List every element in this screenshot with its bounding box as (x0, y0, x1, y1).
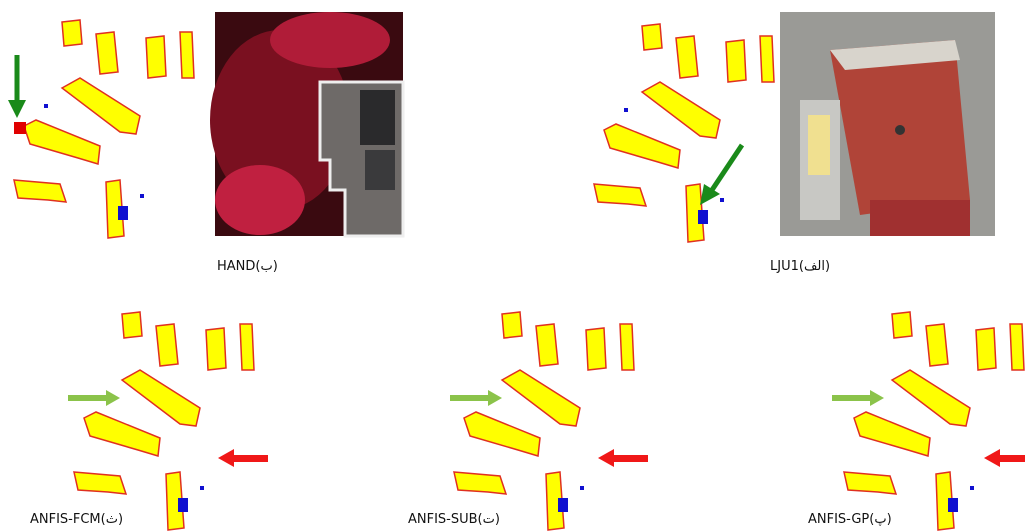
segmentation-map (74, 312, 254, 530)
segmentation-map (454, 312, 634, 530)
figure: HAND(ب) LJU1(الف) ANFIS-FCM(ث) ANFIS-SUB… (0, 0, 1025, 532)
arrow (700, 145, 742, 205)
arrow (8, 55, 26, 118)
segmentation-map (844, 312, 1024, 530)
figure-graphics (0, 0, 1025, 532)
caption: ANFIS-FCM(ث) (30, 512, 123, 527)
caption: HAND(ب) (217, 259, 278, 274)
segmentation-map (14, 20, 194, 238)
aerial-photo (780, 12, 995, 236)
aerial-photo (210, 12, 403, 236)
segmentation-map (594, 24, 774, 242)
caption: ANFIS-GP(پ) (808, 512, 892, 527)
caption: ANFIS-SUB(ت) (408, 512, 500, 527)
caption: LJU1(الف) (770, 259, 830, 274)
false-positive (14, 122, 26, 134)
